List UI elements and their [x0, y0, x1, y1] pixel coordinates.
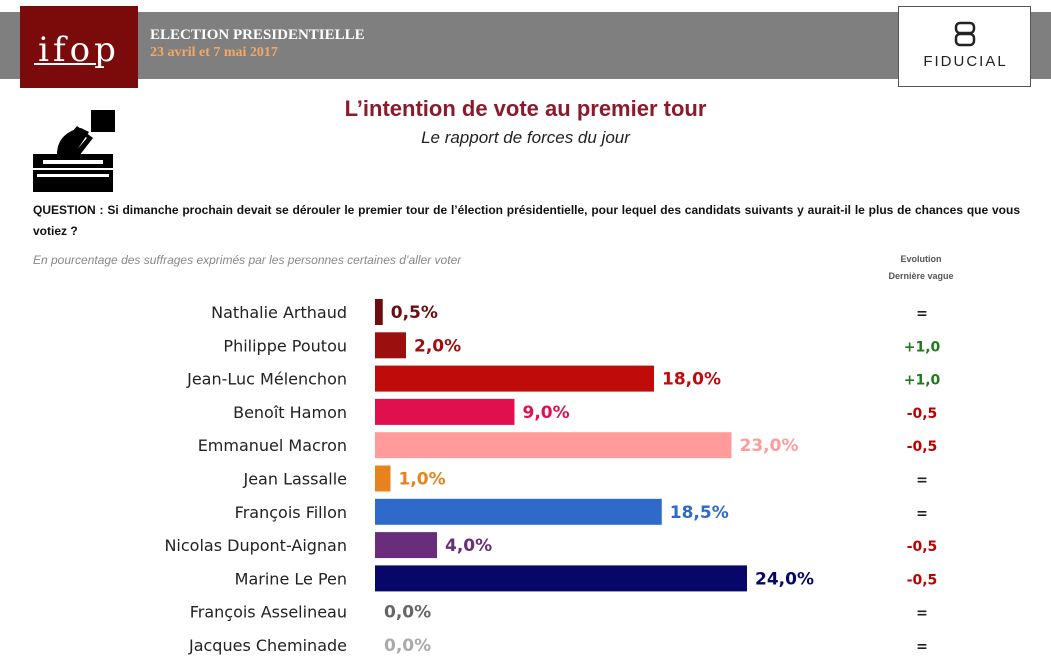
- evolution-value: =: [916, 639, 928, 655]
- value-label: 2,0%: [414, 336, 461, 356]
- category-label: Philippe Poutou: [223, 336, 347, 355]
- category-label: Marine Le Pen: [235, 569, 347, 588]
- page-title: L’intention de vote au premier tour: [344, 96, 707, 121]
- page-subtitle: Le rapport de forces du jour: [421, 128, 630, 147]
- evolution-value: -0,5: [907, 439, 938, 455]
- category-label: Jean Lassalle: [242, 470, 347, 489]
- bar: [375, 398, 515, 425]
- evolution-value: =: [916, 506, 928, 522]
- value-label: 18,5%: [670, 503, 729, 523]
- header-title: ELECTION PRESIDENTIELLE: [150, 27, 365, 43]
- methodology-note: En pourcentage des suffrages exprimés pa…: [33, 253, 462, 267]
- evolution-value: =: [916, 306, 928, 322]
- fiducial-logo: FIDUCIAL: [898, 6, 1031, 87]
- header-band: [0, 12, 1051, 79]
- evolution-value: +1,0: [904, 373, 941, 389]
- evolution-value: +1,0: [904, 339, 941, 355]
- fiducial-logo-text: FIDUCIAL: [923, 53, 1008, 70]
- category-label: Benoît Hamon: [233, 403, 347, 422]
- value-label: 0,0%: [384, 603, 431, 623]
- value-label: 1,0%: [399, 470, 446, 490]
- bar: [375, 532, 437, 559]
- bar: [375, 465, 391, 492]
- evolution-header-2: Dernière vague: [888, 271, 954, 281]
- fiducial-logo-icon: [954, 21, 976, 47]
- category-label: Jacques Cheminade: [188, 636, 347, 655]
- category-label: Nathalie Arthaud: [211, 303, 347, 322]
- evolution-value: -0,5: [907, 572, 938, 588]
- bar: [375, 332, 406, 359]
- category-label: Jean-Luc Mélenchon: [186, 370, 347, 389]
- evolution-header-1: Evolution: [900, 254, 942, 264]
- value-label: 9,0%: [523, 403, 570, 423]
- header-dates: 23 avril et 7 mai 2017: [150, 45, 278, 60]
- category-label: François Fillon: [235, 503, 347, 522]
- ifop-logo: ifop: [20, 6, 138, 88]
- evolution-value: =: [916, 473, 928, 489]
- evolution-value: =: [916, 606, 928, 622]
- bar: [375, 432, 732, 459]
- value-label: 23,0%: [740, 436, 799, 456]
- vote-intention-chart: Nathalie Arthaud 0,5% = Philippe Poutou 2,0%…: [164, 299, 941, 656]
- category-label: Nicolas Dupont-Aignan: [164, 536, 347, 555]
- evolution-value: -0,5: [907, 406, 938, 422]
- value-label: 24,0%: [755, 569, 814, 589]
- ballot-box-icon: [33, 110, 115, 192]
- bar: [375, 365, 654, 392]
- value-label: 4,0%: [445, 536, 492, 556]
- bar: [375, 299, 383, 325]
- category-label: Emmanuel Macron: [198, 436, 347, 455]
- value-label: 0,5%: [391, 303, 438, 323]
- value-label: 0,0%: [384, 636, 431, 656]
- ifop-logo-underline: [34, 63, 96, 65]
- category-label: François Asselineau: [190, 603, 347, 622]
- evolution-value: -0,5: [907, 539, 938, 555]
- value-label: 18,0%: [662, 370, 721, 390]
- bar: [375, 498, 662, 525]
- bar: [375, 565, 747, 592]
- question-text: QUESTION : Si dimanche prochain devait s…: [33, 203, 1020, 238]
